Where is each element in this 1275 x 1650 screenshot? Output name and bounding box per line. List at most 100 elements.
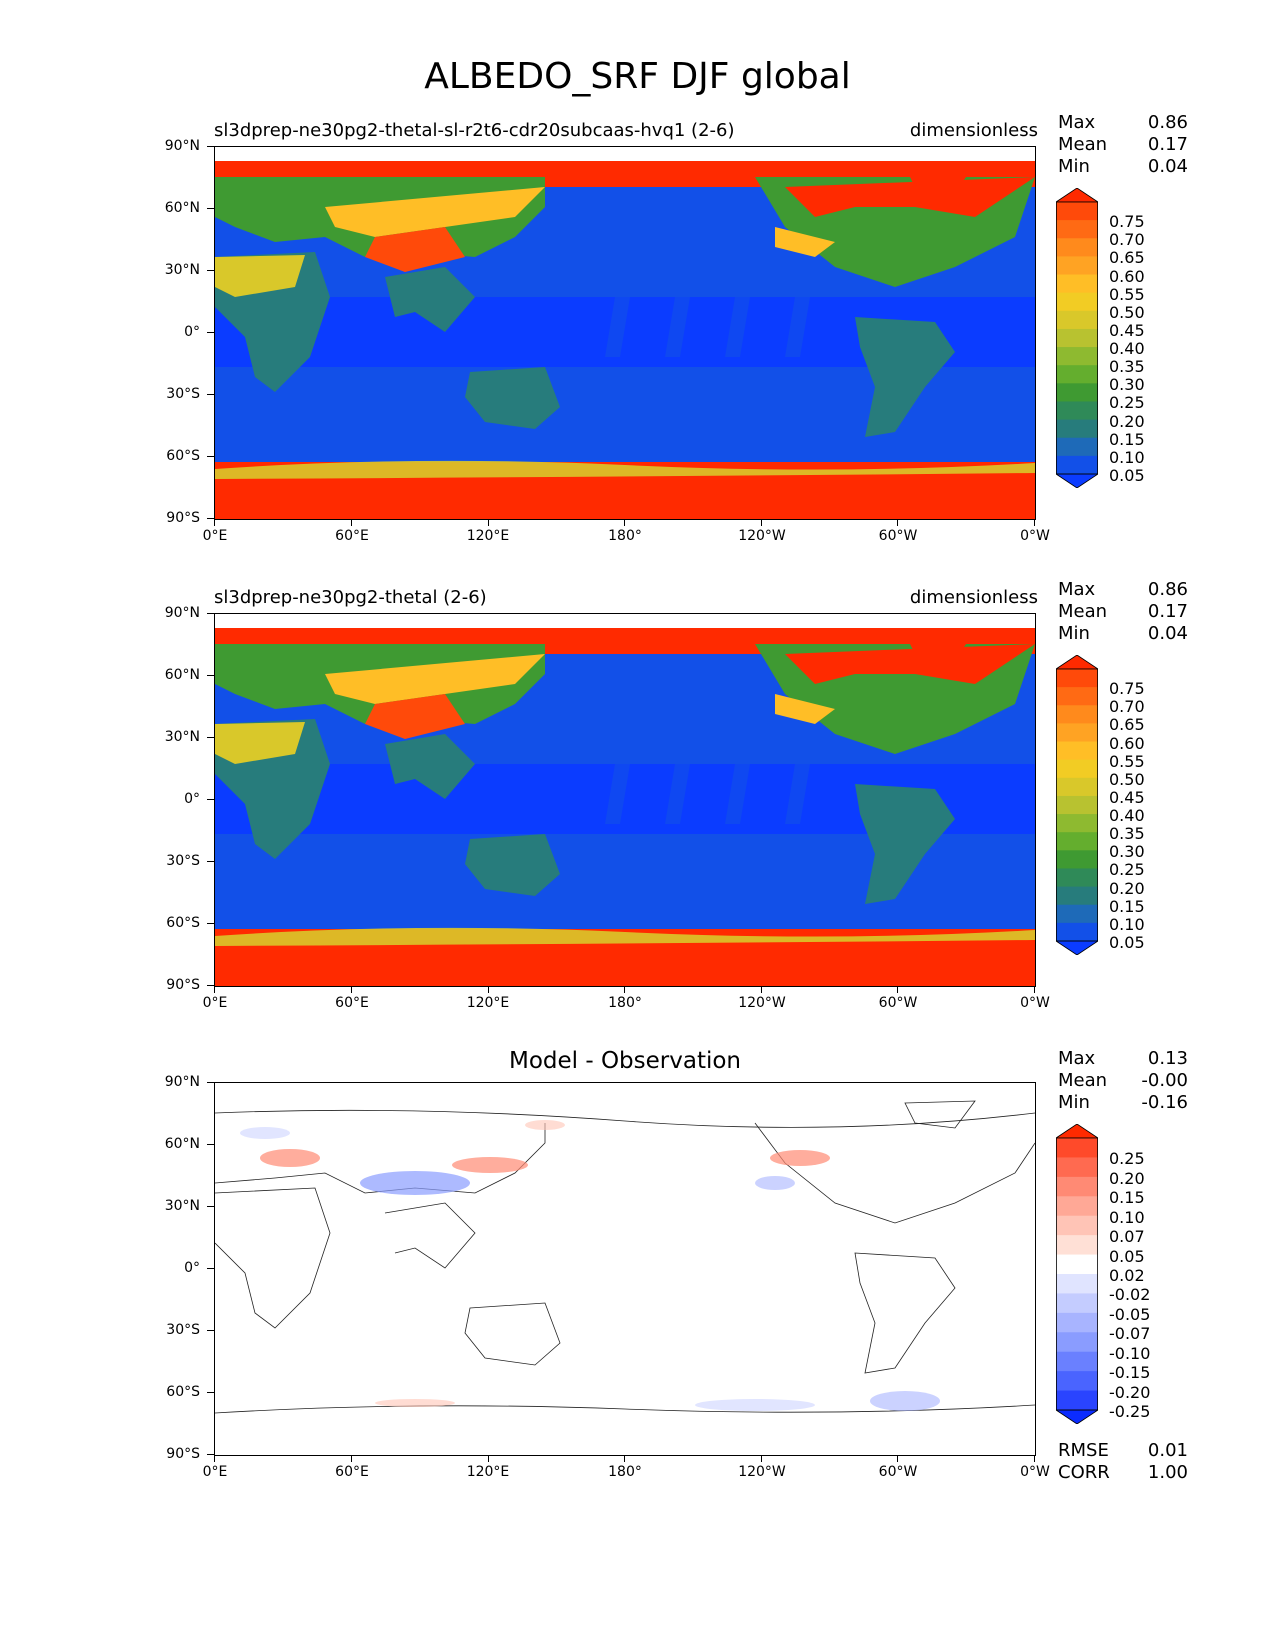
colorbar-tick-label: -0.10 <box>1109 1343 1151 1363</box>
x-tick-label: 60°W <box>878 1464 918 1480</box>
x-tick-mark <box>1034 519 1035 526</box>
y-tick-mark <box>207 518 214 519</box>
colorbar-tick-label: -0.25 <box>1109 1402 1151 1421</box>
colorbar-tick-label: 0.25 <box>1109 393 1145 413</box>
y-tick-mark <box>207 985 214 986</box>
colorbar-tick-label: 0.40 <box>1109 339 1145 359</box>
stat-value: 0.17 <box>1147 134 1188 155</box>
y-tick-mark <box>207 270 214 271</box>
colorbar-segment <box>1056 723 1098 743</box>
x-tick-mark <box>897 1455 898 1462</box>
colorbar-tick-label: 0.20 <box>1109 411 1145 431</box>
colorbar <box>1056 1124 1098 1424</box>
colorbar-segment <box>1056 365 1098 384</box>
y-tick-label: 60°N <box>164 667 200 683</box>
stat-label: Mean <box>1058 1070 1108 1091</box>
y-tick-mark <box>207 208 214 209</box>
colorbar-segment <box>1056 1371 1098 1392</box>
colorbar-segment <box>1056 1390 1098 1411</box>
colorbar-tick-label: 0.15 <box>1109 1188 1145 1208</box>
colorbar-tick-label: 0.05 <box>1109 933 1145 952</box>
colorbar-tick-label: 0.60 <box>1109 266 1145 286</box>
colorbar-frame <box>1056 668 1098 942</box>
colorbar-tick-label: 0.07 <box>1109 1227 1145 1247</box>
colorbar-segment <box>1056 687 1098 706</box>
y-tick-mark <box>207 394 214 395</box>
colorbar-tick-label: -0.05 <box>1109 1304 1151 1324</box>
x-tick-label: 0°E <box>202 1464 228 1480</box>
y-tick-mark <box>207 1206 214 1207</box>
colorbar-segment <box>1056 1235 1098 1256</box>
x-tick-mark <box>351 1455 352 1462</box>
colorbar-segment <box>1056 347 1098 366</box>
y-tick-mark <box>207 799 214 800</box>
colorbar-segment <box>1056 832 1098 851</box>
map-plot <box>214 613 1036 987</box>
colorbar-segment <box>1056 1157 1098 1178</box>
y-tick-label: 90°S <box>166 1446 200 1462</box>
x-tick-mark <box>214 1455 215 1462</box>
x-tick-label: 60°E <box>335 528 369 544</box>
x-tick-mark <box>761 1455 762 1462</box>
colorbar-tick-label: 0.25 <box>1109 860 1145 880</box>
x-tick-label: 120°W <box>738 995 786 1011</box>
y-tick-mark <box>207 737 214 738</box>
x-tick-mark <box>488 1455 489 1462</box>
colorbar-segment <box>1056 328 1098 348</box>
colorbar-segment <box>1056 383 1098 402</box>
y-tick-label: 30°N <box>164 262 200 278</box>
stat-value: 0.13 <box>1147 1048 1188 1069</box>
colorbar-tick-label: 0.25 <box>1109 1149 1145 1169</box>
x-tick-label: 60°E <box>335 1464 369 1480</box>
y-tick-label: 60°S <box>166 915 200 931</box>
colorbar-frame <box>1056 201 1098 475</box>
stat-label: Mean <box>1058 134 1108 155</box>
colorbar-segment <box>1056 850 1098 869</box>
colorbar-tick-label: 0.10 <box>1109 447 1145 467</box>
stat-label: Min <box>1058 1092 1090 1113</box>
panel-stats: Max 0.13 Mean -0.00 Min -0.16 <box>1058 1048 1188 1114</box>
colorbar-tick-label: 0.02 <box>1109 1266 1145 1285</box>
colorbar-tick-label: 0.30 <box>1109 842 1145 862</box>
colorbar-tick-label: 0.60 <box>1109 733 1145 753</box>
panel-difference: Model - Observation Max 0.13 Mean -0.00 Mi… <box>0 1048 1275 1492</box>
x-tick-label: 120°E <box>466 995 510 1011</box>
colorbar-tick-label: 0.45 <box>1109 787 1145 807</box>
stat-value: 0.86 <box>1147 579 1188 600</box>
colorbar-segment <box>1056 669 1098 688</box>
x-tick-mark <box>1034 986 1035 993</box>
panel-observation: sl3dprep-ne30pg2-thetal (2-6) dimensionl… <box>0 579 1275 1023</box>
colorbar <box>1056 655 1098 955</box>
stat-label: Max <box>1058 579 1096 600</box>
panel-units: dimensionless <box>909 120 1038 141</box>
stat-label: Max <box>1058 1048 1096 1069</box>
colorbar-segment <box>1056 705 1098 724</box>
x-tick-mark <box>488 986 489 993</box>
colorbar-tick-label: 0.30 <box>1109 375 1145 395</box>
main-title: ALBEDO_SRF DJF global <box>424 56 851 97</box>
x-tick-mark <box>761 519 762 526</box>
colorbar-tick-label: 0.10 <box>1109 914 1145 934</box>
x-tick-mark <box>624 1455 625 1462</box>
colorbar <box>1056 188 1098 488</box>
x-tick-label: 180° <box>608 1464 642 1480</box>
colorbar-segment <box>1056 1293 1098 1314</box>
y-tick-label: 0° <box>184 1260 200 1276</box>
x-tick-mark <box>214 519 215 526</box>
colorbar-segment <box>1056 759 1098 779</box>
panel-model: sl3dprep-ne30pg2-thetal-sl-r2t6-cdr20sub… <box>0 112 1275 556</box>
y-tick-label: 30°N <box>164 1198 200 1214</box>
x-tick-label: 120°W <box>738 1464 786 1480</box>
panel-left-title: sl3dprep-ne30pg2-thetal (2-6) <box>214 587 487 608</box>
y-tick-label: 60°N <box>164 200 200 216</box>
panel-left-title: sl3dprep-ne30pg2-thetal-sl-r2t6-cdr20sub… <box>214 120 735 141</box>
colorbar-segment <box>1056 1274 1098 1294</box>
colorbar-tick-label: 0.75 <box>1109 212 1145 232</box>
colorbar-segment <box>1056 220 1098 239</box>
colorbar-frame <box>1056 1137 1098 1411</box>
y-tick-label: 90°N <box>164 1074 200 1090</box>
y-tick-mark <box>207 1082 214 1083</box>
colorbar-segment <box>1056 1215 1098 1236</box>
x-tick-label: 180° <box>608 528 642 544</box>
colorbar-segment <box>1056 401 1098 421</box>
